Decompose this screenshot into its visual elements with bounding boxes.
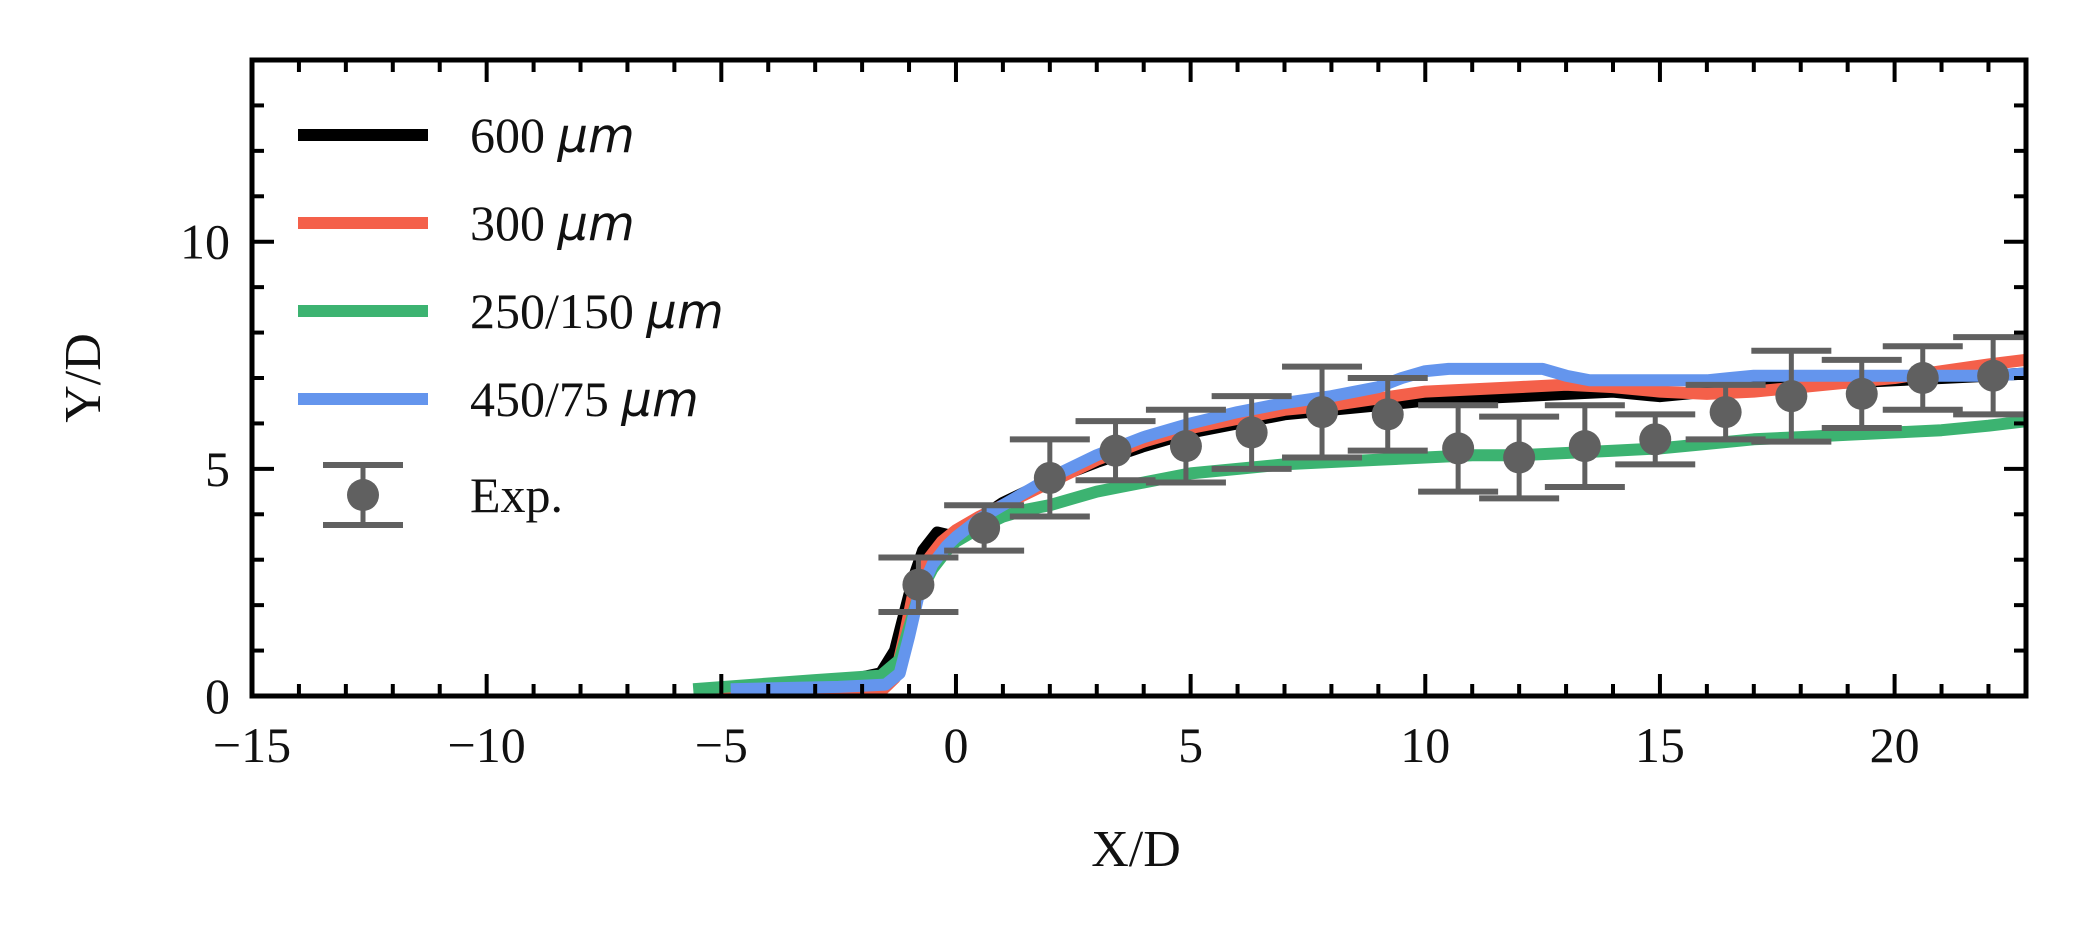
x-tick-label: −5 — [695, 717, 748, 773]
legend-label: 600 μm — [470, 107, 635, 164]
legend-label-exp: Exp. — [470, 467, 563, 523]
exp-point — [1442, 432, 1475, 465]
legend-unit: μm — [557, 196, 635, 252]
exp-point — [1503, 441, 1536, 474]
legend-exp-marker — [347, 479, 379, 511]
x-tick-label: 20 — [1870, 717, 1920, 773]
x-tick-label: 0 — [943, 717, 968, 773]
x-tick-label: −15 — [213, 717, 291, 773]
x-axis-label: X/D — [1091, 821, 1181, 878]
axis-ticks: −15 −10 −5 0 5 10 15 20 0 5 10 — [180, 58, 2026, 773]
legend-label: 300 μm — [470, 195, 635, 252]
legend: 600 μm 300 μm 250/150 μm 450/75 μm Exp. — [298, 107, 724, 528]
exp-point — [1033, 461, 1066, 494]
exp-point — [1306, 396, 1339, 429]
x-tick-label: 15 — [1635, 717, 1685, 773]
legend-unit: μm — [645, 284, 723, 340]
exp-point-group — [1282, 363, 1363, 461]
exp-point — [1639, 423, 1672, 456]
exp-point — [1775, 380, 1808, 413]
exp-point-group — [1347, 375, 1428, 454]
legend-unit: μm — [620, 372, 698, 428]
y-tick-label: 10 — [180, 214, 230, 270]
x-tick-label: −10 — [448, 717, 526, 773]
exp-point — [1977, 359, 2010, 392]
legend-label: 250/150 μm — [470, 283, 724, 340]
exp-point — [968, 511, 1001, 544]
data-group — [692, 334, 2026, 696]
exp-point-group — [1009, 436, 1090, 520]
exp-point — [902, 568, 935, 601]
exp-point — [1099, 434, 1132, 467]
exp-point — [1371, 398, 1404, 431]
y-axis-label: Y/D — [55, 333, 112, 423]
exp-point-group — [1418, 402, 1499, 495]
exp-point-group — [1479, 413, 1560, 502]
legend-label: 450/75 μm — [470, 371, 699, 428]
exp-point-group — [1751, 347, 1832, 445]
exp-point-group — [1075, 418, 1156, 484]
exp-point-group — [1821, 356, 1902, 431]
exp-point-group — [1615, 411, 1696, 468]
x-tick-label: 10 — [1400, 717, 1450, 773]
exp-point — [1235, 416, 1268, 449]
exp-point — [1845, 377, 1878, 410]
y-tick-label: 5 — [205, 441, 230, 497]
exp-point-group — [878, 554, 959, 615]
exp-point — [1169, 430, 1202, 463]
exp-point-group — [1211, 393, 1292, 472]
exp-point-group — [1544, 402, 1625, 491]
exp-point-group — [1145, 406, 1226, 486]
exp-point — [1568, 430, 1601, 463]
y-tick-label: 0 — [205, 668, 230, 724]
exp-point-group — [1882, 343, 1963, 413]
exp-point-group — [944, 502, 1025, 554]
exp-point-group — [1953, 334, 2026, 418]
legend-unit: μm — [557, 108, 635, 164]
x-tick-label: 5 — [1178, 717, 1203, 773]
exp-point — [1709, 396, 1742, 429]
exp-point — [1906, 362, 1939, 394]
